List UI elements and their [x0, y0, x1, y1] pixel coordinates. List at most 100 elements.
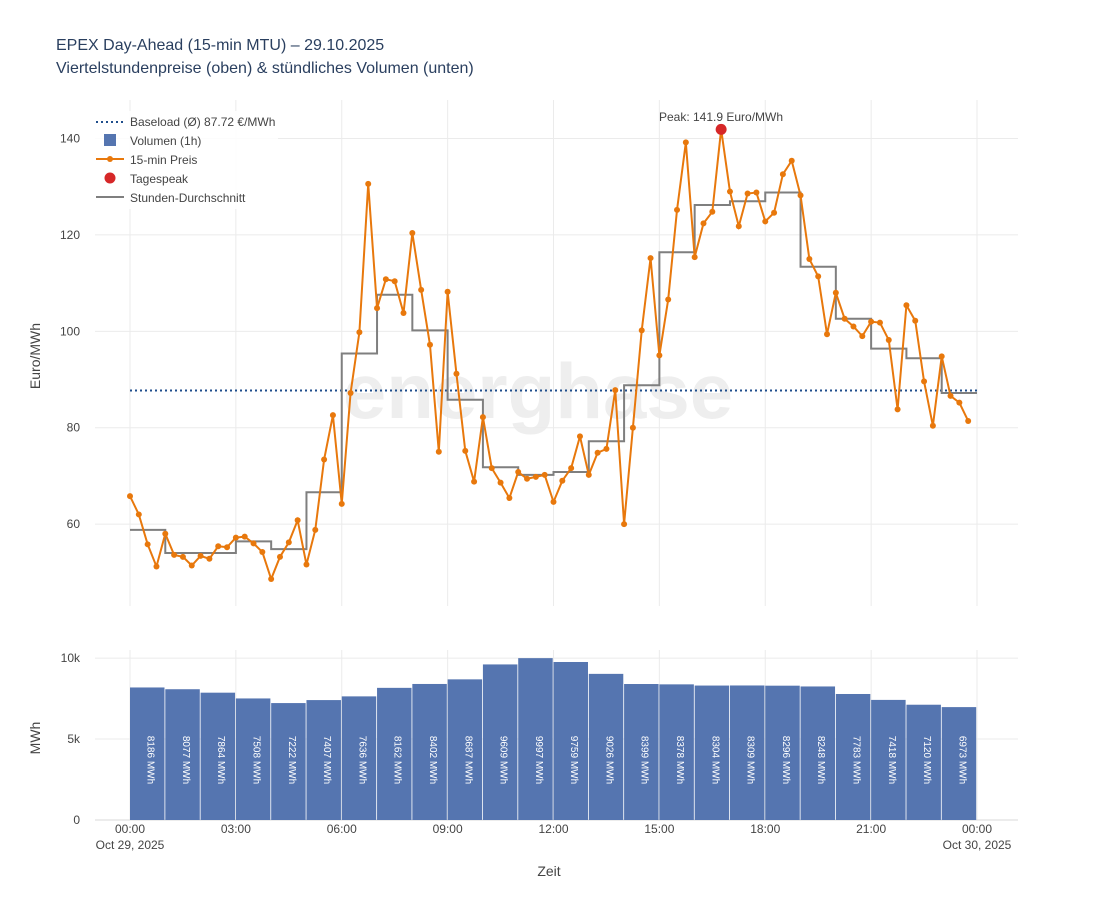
volume-bar[interactable] [659, 684, 694, 820]
price-point[interactable] [524, 475, 531, 482]
price-point[interactable] [612, 387, 619, 394]
price-point[interactable] [885, 336, 892, 343]
price-point[interactable] [294, 517, 301, 524]
price-point[interactable] [391, 278, 398, 285]
price-point[interactable] [956, 399, 963, 406]
price-point[interactable] [797, 192, 804, 199]
legend-volume-label[interactable]: Volumen (1h) [130, 134, 201, 148]
price-point[interactable] [462, 447, 469, 454]
price-point[interactable] [638, 327, 645, 334]
price-point[interactable] [603, 445, 610, 452]
price-point[interactable] [771, 209, 778, 216]
price-point[interactable] [488, 465, 495, 472]
price-point[interactable] [241, 533, 248, 540]
legend-peak-label[interactable]: Tagespeak [130, 172, 189, 186]
price-point[interactable] [259, 549, 266, 556]
price-point[interactable] [876, 319, 883, 326]
volume-bar[interactable] [200, 692, 236, 820]
price-point[interactable] [347, 389, 354, 396]
price-point[interactable] [453, 370, 460, 377]
price-point[interactable] [197, 552, 204, 559]
price-point[interactable] [841, 315, 848, 322]
price-point[interactable] [709, 208, 716, 215]
price-point[interactable] [576, 433, 583, 440]
price-point[interactable] [735, 223, 742, 230]
price-point[interactable] [682, 139, 689, 146]
price-point[interactable] [409, 230, 416, 237]
price-point[interactable] [744, 190, 751, 197]
price-point[interactable] [276, 553, 283, 560]
legend-hourly-label[interactable]: Stunden-Durchschnitt [130, 191, 246, 205]
price-point[interactable] [224, 544, 231, 551]
volume-bar[interactable] [306, 700, 341, 820]
volume-bar[interactable] [271, 703, 306, 820]
price-point[interactable] [127, 493, 133, 500]
volume-bar[interactable] [941, 707, 977, 820]
price-point[interactable] [647, 255, 654, 262]
volume-bar[interactable] [694, 685, 730, 820]
price-point[interactable] [444, 288, 451, 295]
price-point[interactable] [594, 449, 601, 456]
price-point[interactable] [656, 352, 663, 359]
price-point[interactable] [515, 469, 522, 476]
price-point[interactable] [929, 422, 936, 429]
price-point[interactable] [356, 329, 363, 336]
price-point[interactable] [674, 206, 681, 213]
volume-bar[interactable] [235, 698, 271, 820]
price-point[interactable] [850, 323, 857, 330]
price-point[interactable] [921, 378, 928, 385]
legend-peak-swatch[interactable] [104, 172, 116, 184]
volume-bar[interactable] [447, 679, 483, 820]
price-point[interactable] [382, 276, 389, 283]
price-point[interactable] [753, 189, 760, 196]
price-point[interactable] [338, 500, 345, 507]
price-point[interactable] [215, 543, 222, 550]
price-point[interactable] [621, 521, 628, 528]
price-point[interactable] [700, 220, 707, 227]
peak-marker[interactable] [715, 123, 727, 135]
price-point[interactable] [868, 318, 875, 325]
volume-bar[interactable] [377, 687, 412, 820]
price-point[interactable] [374, 305, 381, 312]
price-point[interactable] [435, 448, 442, 455]
price-point[interactable] [762, 218, 769, 225]
price-point[interactable] [806, 256, 813, 263]
volume-bar[interactable] [871, 699, 906, 820]
price-point[interactable] [815, 273, 822, 280]
price-point[interactable] [179, 553, 186, 560]
volume-bar[interactable] [765, 685, 800, 820]
price-point[interactable] [532, 473, 539, 480]
price-point[interactable] [629, 424, 636, 431]
price-point[interactable] [859, 333, 866, 340]
volume-bar[interactable] [412, 683, 447, 820]
volume-bar[interactable] [588, 673, 624, 820]
price-point[interactable] [568, 465, 575, 472]
price-point[interactable] [400, 310, 407, 317]
volume-bar[interactable] [800, 686, 836, 820]
price-point[interactable] [691, 254, 698, 261]
price-point[interactable] [303, 561, 310, 568]
price-point[interactable] [268, 576, 275, 583]
price-point[interactable] [206, 555, 213, 562]
volume-bar[interactable] [341, 696, 377, 820]
price-point[interactable] [779, 171, 786, 178]
price-point[interactable] [188, 562, 195, 569]
price-point[interactable] [471, 478, 478, 485]
price-point[interactable] [232, 534, 239, 541]
price-point[interactable] [832, 289, 839, 296]
volume-bar[interactable] [130, 687, 165, 820]
price-point[interactable] [947, 392, 954, 399]
volume-bar[interactable] [835, 693, 871, 820]
price-point[interactable] [903, 302, 910, 309]
legend-baseload-label[interactable]: Baseload (Ø) 87.72 €/MWh [130, 115, 275, 129]
price-point[interactable] [894, 406, 901, 413]
price-point[interactable] [550, 498, 557, 505]
volume-bar[interactable] [729, 685, 765, 820]
price-point[interactable] [285, 539, 292, 546]
price-point[interactable] [418, 286, 425, 293]
price-point[interactable] [365, 180, 372, 187]
price-point[interactable] [938, 353, 945, 360]
price-point[interactable] [965, 417, 972, 424]
volume-bar[interactable] [553, 661, 588, 820]
price-point[interactable] [153, 563, 160, 570]
